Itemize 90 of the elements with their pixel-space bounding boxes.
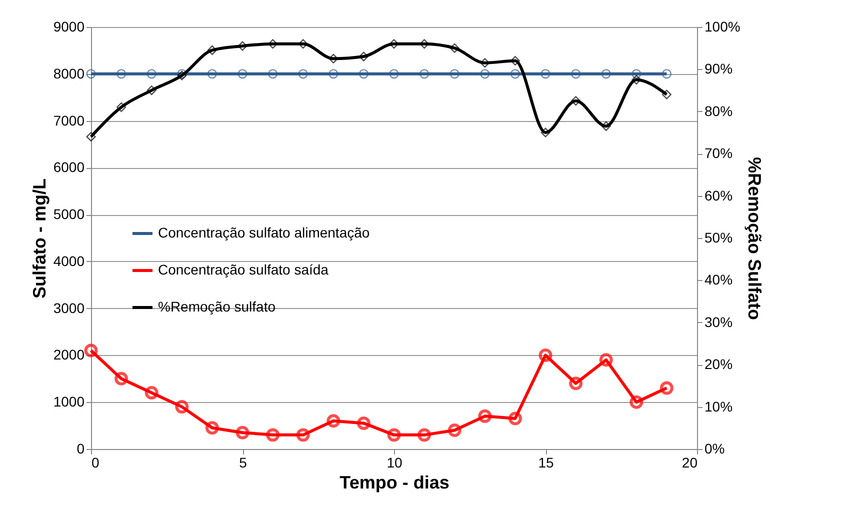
point bbox=[599, 353, 613, 367]
point bbox=[571, 96, 581, 106]
point bbox=[86, 132, 96, 142]
point bbox=[116, 102, 126, 112]
legend-label: Concentração sulfato alimentação bbox=[158, 224, 370, 240]
point bbox=[144, 386, 158, 400]
y-tick-label: 1000 bbox=[53, 394, 85, 410]
point bbox=[420, 39, 430, 49]
point bbox=[266, 428, 280, 442]
y-tick-label: 2000 bbox=[53, 346, 85, 363]
point bbox=[207, 69, 217, 79]
point bbox=[418, 428, 432, 442]
point bbox=[450, 69, 460, 79]
y2-tick-label: 60% bbox=[704, 187, 733, 204]
point bbox=[326, 414, 340, 428]
x-tick-label: 5 bbox=[239, 454, 248, 470]
point bbox=[660, 381, 674, 395]
point bbox=[569, 376, 583, 390]
point bbox=[84, 344, 98, 358]
point bbox=[114, 372, 128, 386]
point bbox=[538, 348, 552, 362]
point bbox=[268, 69, 278, 79]
point bbox=[510, 56, 520, 66]
point bbox=[207, 45, 217, 55]
y2-tick-label: 10% bbox=[704, 398, 733, 414]
point bbox=[238, 69, 248, 79]
y2-tick-label: 40% bbox=[704, 272, 733, 288]
point bbox=[146, 86, 156, 96]
point bbox=[601, 121, 611, 131]
y2-tick-label: 80% bbox=[704, 102, 733, 119]
point bbox=[662, 90, 672, 100]
y-tick-label: 9000 bbox=[53, 18, 85, 34]
point bbox=[632, 74, 642, 85]
point bbox=[480, 58, 490, 68]
y2-tick-label: 90% bbox=[704, 60, 733, 77]
point bbox=[175, 400, 189, 414]
y-tick-label: 3000 bbox=[53, 300, 85, 316]
point bbox=[358, 69, 368, 79]
y2-tick-label: 30% bbox=[704, 314, 733, 330]
point bbox=[508, 412, 522, 426]
point bbox=[540, 128, 550, 138]
y-axis-title: Sulfato - mg/L bbox=[29, 178, 50, 298]
y-tick-label: 0 bbox=[76, 440, 85, 456]
point bbox=[571, 69, 581, 79]
point bbox=[328, 54, 338, 64]
y2-tick-label: 50% bbox=[704, 230, 733, 246]
point bbox=[205, 421, 219, 435]
y2-tick-label: 70% bbox=[704, 145, 733, 162]
point bbox=[540, 69, 550, 79]
point bbox=[116, 69, 126, 79]
y2-tick-label: 100% bbox=[704, 18, 740, 34]
point bbox=[601, 69, 611, 79]
y-tick-label: 5000 bbox=[53, 206, 85, 222]
point bbox=[296, 428, 310, 442]
point bbox=[420, 69, 430, 79]
x-tick-label: 10 bbox=[386, 454, 402, 470]
y-tick-label: 7000 bbox=[53, 112, 85, 128]
point bbox=[510, 69, 520, 79]
x-tick-label: 20 bbox=[682, 454, 698, 470]
y-tick-label: 4000 bbox=[53, 252, 85, 269]
point bbox=[298, 69, 308, 79]
point bbox=[389, 39, 399, 49]
point bbox=[632, 69, 642, 79]
x-tick-label: 0 bbox=[92, 454, 100, 470]
point bbox=[238, 41, 248, 51]
point bbox=[358, 52, 368, 62]
y2-tick-label: 20% bbox=[704, 356, 733, 372]
point bbox=[86, 69, 96, 79]
x-tick-label: 15 bbox=[538, 454, 554, 470]
point bbox=[478, 409, 492, 423]
point bbox=[328, 69, 338, 79]
y-tick-label: 8000 bbox=[53, 65, 85, 82]
point bbox=[236, 426, 250, 440]
point bbox=[662, 69, 672, 79]
legend-label: Concentração sulfato saída bbox=[158, 262, 329, 278]
point bbox=[387, 428, 401, 442]
x-axis-title: Tempo - dias bbox=[340, 472, 450, 492]
point bbox=[448, 424, 462, 437]
point bbox=[450, 43, 460, 53]
point bbox=[146, 69, 156, 79]
legend-label: %Remoção sulfato bbox=[158, 298, 276, 314]
y-tick-label: 6000 bbox=[53, 159, 85, 176]
point bbox=[268, 39, 278, 49]
point bbox=[356, 416, 370, 430]
point bbox=[389, 69, 399, 79]
y2-axis-title: %Remoção Sulfato bbox=[744, 156, 764, 320]
point bbox=[298, 39, 308, 49]
y2-tick-label: 0% bbox=[704, 440, 725, 456]
point bbox=[630, 395, 644, 409]
point bbox=[480, 69, 490, 79]
